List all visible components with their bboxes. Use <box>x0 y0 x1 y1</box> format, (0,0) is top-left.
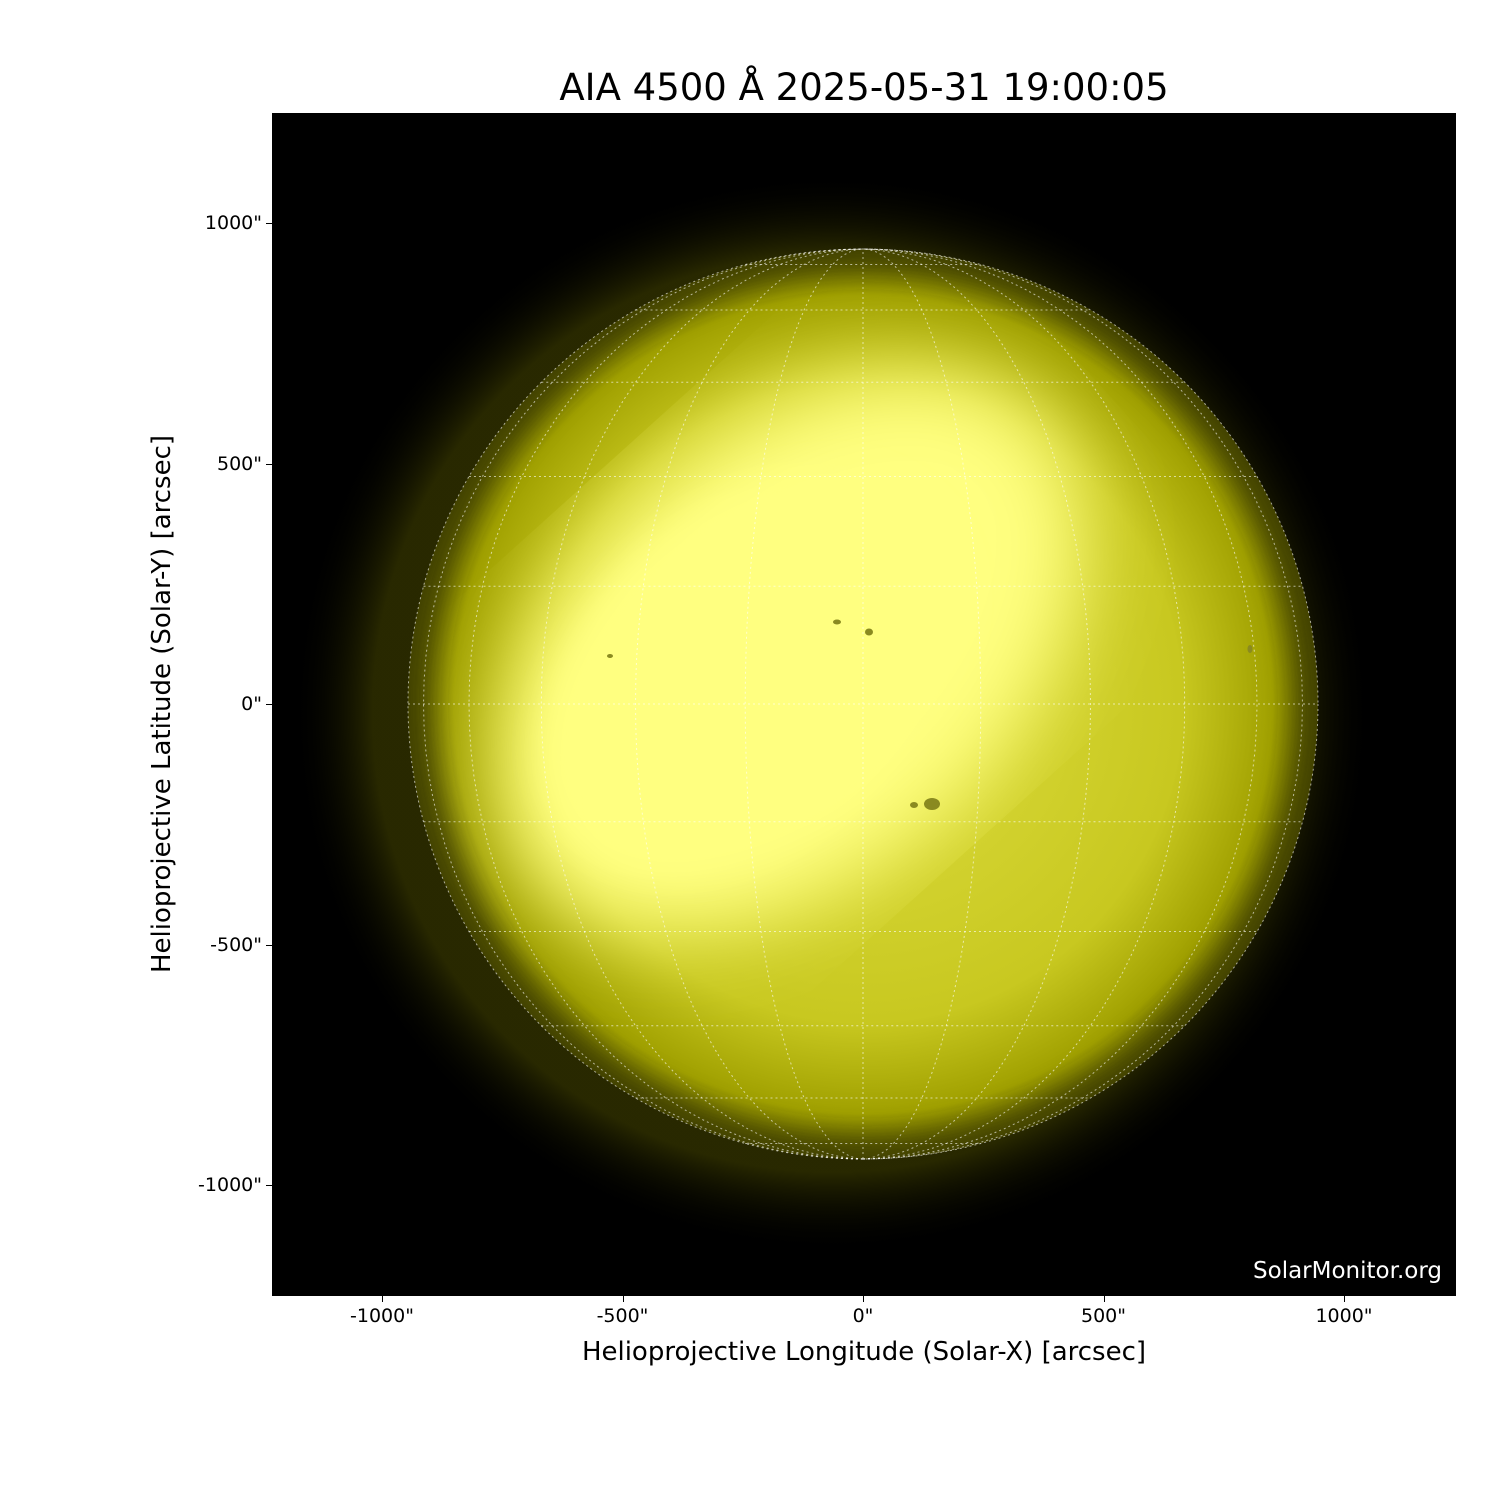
x-tick-label: -500" <box>596 1305 649 1327</box>
x-tick <box>622 1296 624 1302</box>
longitude-line <box>422 248 864 1160</box>
y-tick-label: -1000" <box>198 1174 262 1196</box>
x-tick-label: 1000" <box>1315 1305 1373 1327</box>
x-tick <box>863 1296 864 1302</box>
y-tick <box>266 463 272 465</box>
longitude-line <box>862 248 1092 1160</box>
longitude-line <box>468 248 864 1160</box>
longitude-line <box>862 248 1304 1160</box>
longitude-line <box>744 248 864 1160</box>
x-tick <box>382 1296 383 1302</box>
y-tick <box>266 704 272 705</box>
longitude-line <box>862 248 982 1160</box>
sunspots <box>607 619 1253 810</box>
y-tick <box>266 223 272 224</box>
x-tick-label: 0" <box>852 1305 874 1327</box>
x-axis-label: Helioprojective Longitude (Solar-X) [arc… <box>581 1337 1147 1367</box>
x-tick <box>1344 1296 1345 1302</box>
x-tick-label: -1000" <box>350 1305 414 1327</box>
y-tick-label: 1000" <box>204 212 262 234</box>
y-tick-label: -500" <box>210 933 262 956</box>
solar-image: SolarMonitor.org <box>272 113 1456 1296</box>
longitude-line <box>540 248 864 1160</box>
longitude-line <box>862 248 1258 1160</box>
plot-title: AIA 4500 Å 2025-05-31 19:00:05 <box>559 66 1169 109</box>
y-tick <box>266 944 272 946</box>
sun-disk-image <box>292 173 1372 1253</box>
limb-line <box>407 248 1319 1160</box>
x-tick-label: 500" <box>1080 1305 1127 1327</box>
watermark: SolarMonitor.org <box>1253 1258 1442 1284</box>
longitude-line <box>634 248 864 1160</box>
longitude-line <box>862 248 1186 1160</box>
heliographic-grid <box>407 248 1319 1160</box>
y-tick-label: 500" <box>216 452 262 475</box>
y-tick <box>266 1185 272 1186</box>
x-tick <box>1103 1296 1105 1302</box>
y-axis-label: Helioprojective Latitude (Solar-Y) [arcs… <box>147 434 177 974</box>
y-tick-label: 0" <box>241 693 262 715</box>
